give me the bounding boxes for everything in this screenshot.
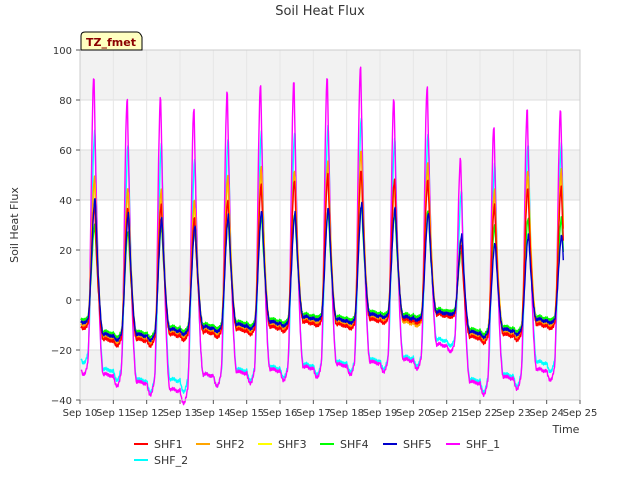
x-tick-label: Sep 18 [329, 408, 364, 419]
plot-bands [80, 50, 580, 400]
x-tick-label: Sep 17 [296, 408, 331, 419]
site-badge-box [80, 31, 143, 51]
y-tick-label: 20 [59, 246, 72, 257]
x-tick-label: Sep 15 [229, 408, 264, 419]
x-tick-label: Sep 23 [496, 408, 531, 419]
y-tick-label: 100 [53, 46, 72, 57]
site-badge-label: TZ_fmet [86, 36, 136, 49]
series-line-shf-1 [80, 66, 564, 406]
legend-label: SHF2 [216, 438, 245, 451]
legend-label: SHF_1 [466, 438, 500, 451]
series-layer [80, 66, 564, 406]
x-tick-label: Sep 22 [463, 408, 498, 419]
plot-band [80, 350, 580, 400]
x-tick-label: Sep 14 [196, 408, 231, 419]
y-tick-label: 60 [59, 146, 72, 157]
site-badge: TZ_fmet [80, 31, 143, 51]
plot-band [80, 50, 580, 100]
x-tick-label: Sep 25 [563, 408, 598, 419]
legend: SHF1 SHF2 SHF3 SHF4 SHF5 SHF_1 SHF_2 [134, 438, 500, 467]
x-tick-label: Sep 10 [63, 408, 98, 419]
x-axis-label: Time [552, 423, 580, 436]
y-tick-label: −40 [51, 396, 72, 407]
legend-label: SHF1 [154, 438, 183, 451]
x-tick-label: Sep 20 [396, 408, 431, 419]
y-tick-label: 80 [59, 96, 72, 107]
x-tick-label: Sep 19 [363, 408, 398, 419]
x-tick-label: Sep 21 [429, 408, 464, 419]
legend-label: SHF5 [403, 438, 432, 451]
plot-frame [79, 49, 581, 401]
legend-label: SHF4 [340, 438, 369, 451]
series-line-shf5 [80, 198, 564, 343]
y-tick-label: 0 [66, 296, 72, 307]
y-tick-label: −20 [51, 346, 72, 357]
x-tick-label: Sep 16 [263, 408, 298, 419]
chart-title: Soil Heat Flux [275, 4, 365, 19]
y-axis-label: Soil Heat Flux [8, 187, 21, 263]
x-tick-label: Sep 13 [163, 408, 198, 419]
x-tick-label: Sep 24 [529, 408, 564, 419]
legend-label: SHF3 [278, 438, 307, 451]
x-tick-label: Sep 11 [96, 408, 131, 419]
legend-label: SHF_2 [154, 454, 188, 467]
y-tick-label: 40 [59, 196, 72, 207]
y-axis-ticks: −40 −20 0 20 40 60 80 100 [51, 46, 80, 407]
x-tick-label: Sep 12 [129, 408, 164, 419]
